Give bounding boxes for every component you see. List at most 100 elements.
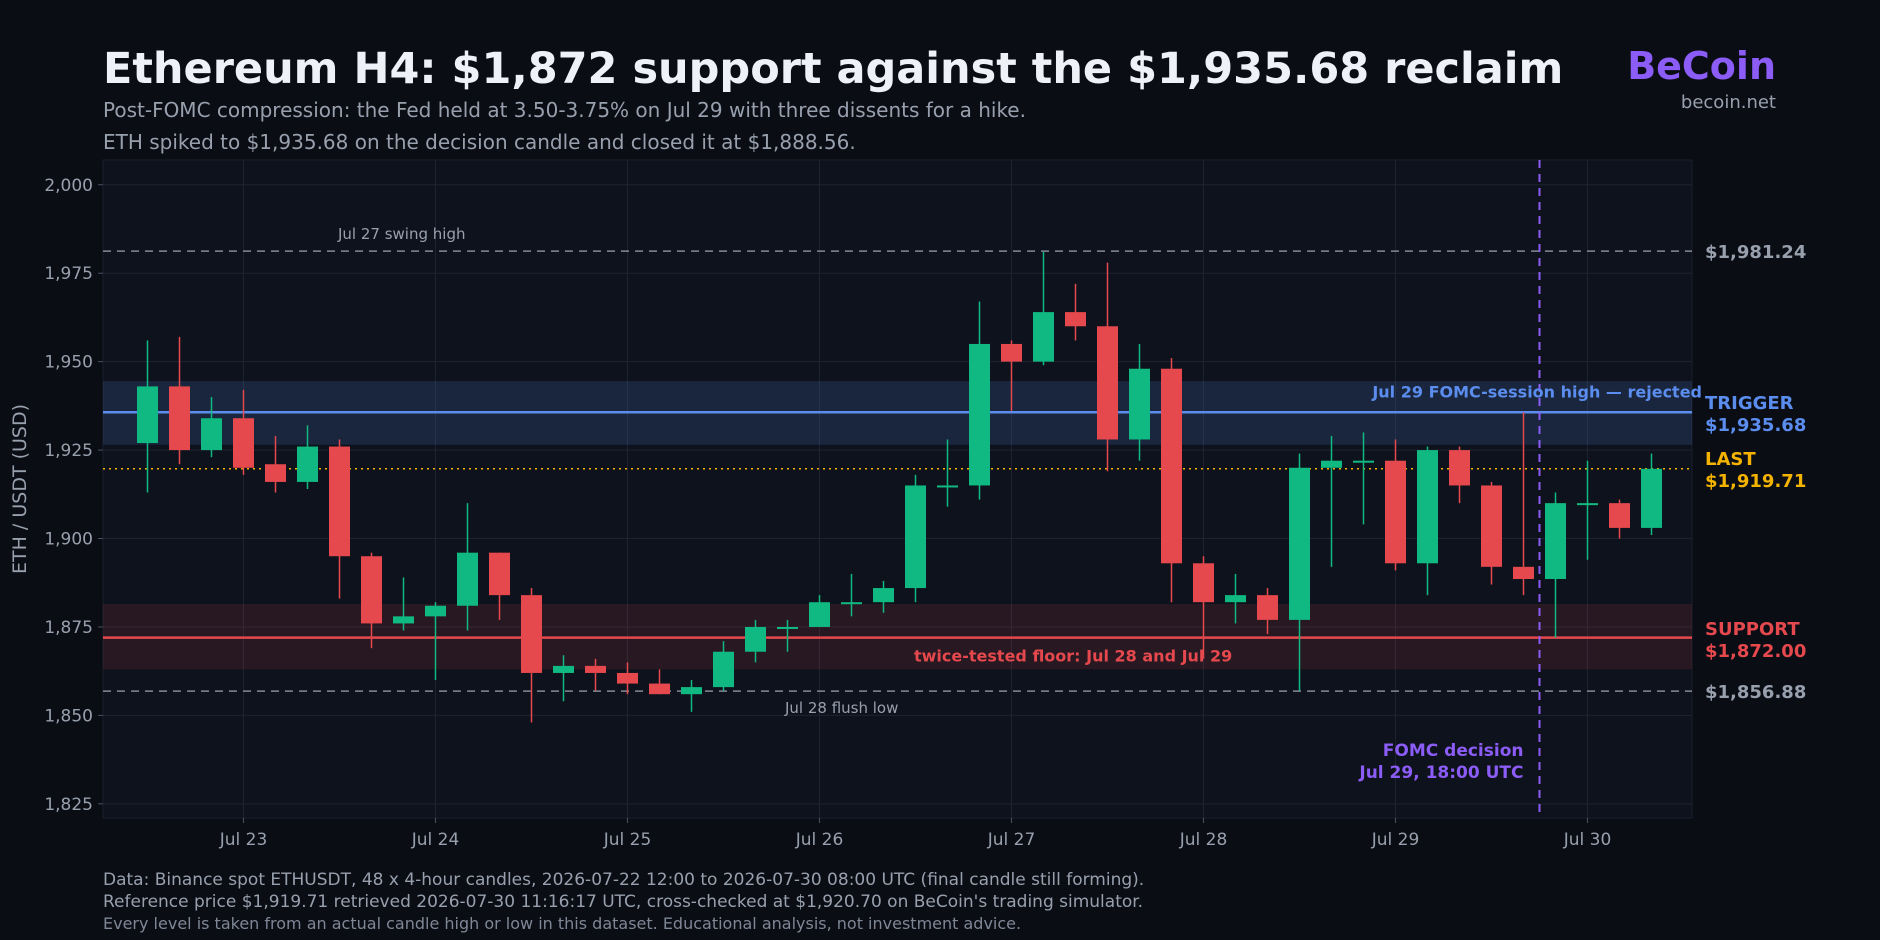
candle: [169, 336, 190, 465]
candle-body: [361, 556, 382, 624]
candle-body: [1161, 368, 1182, 564]
candle-body: [1513, 566, 1534, 579]
x-tick-label: Jul 28: [1179, 830, 1228, 850]
candle-body: [329, 446, 350, 557]
candle-body: [1417, 450, 1438, 564]
level-tags: $1,981.24 TRIGGER$1,935.68 LAST$1,919.71 SU…: [1705, 242, 1806, 703]
candle-body: [681, 687, 702, 695]
candle-body: [745, 626, 766, 652]
brand-logo: BeCoin: [1627, 44, 1776, 88]
candle: [425, 602, 446, 681]
candle: [1417, 446, 1438, 596]
candle: [1257, 588, 1278, 635]
candle-body: [1065, 312, 1086, 327]
flush-low-price-label: $1,856.88: [1705, 682, 1806, 703]
candle: [873, 580, 894, 613]
trigger-note: Jul 29 FOMC-session high — rejected: [1371, 382, 1702, 401]
candle-body: [1225, 595, 1246, 603]
candle-body: [1289, 467, 1310, 620]
y-tick-label: 1,975: [44, 264, 93, 284]
candle: [1001, 340, 1022, 412]
x-tick-label: Jul 23: [219, 830, 268, 850]
candle: [841, 573, 862, 617]
candle: [1641, 453, 1662, 535]
candle-body: [1641, 468, 1662, 528]
y-tick-label: 1,850: [44, 706, 93, 726]
candle-body: [777, 626, 798, 629]
candle: [1449, 446, 1470, 504]
candle-body: [1001, 343, 1022, 362]
y-axis-label: ETH / USDT (USD): [9, 404, 31, 574]
candle-body: [1609, 503, 1630, 528]
candles: [137, 251, 1662, 723]
candle: [937, 439, 958, 507]
footer-reference-price: Reference price $1,919.71 retrieved 2026…: [103, 892, 1144, 912]
candle-body: [297, 446, 318, 482]
y-tick-label: 1,875: [44, 618, 93, 638]
support-note: twice-tested floor: Jul 28 and Jul 29: [914, 647, 1232, 666]
y-tick-label: 1,900: [44, 530, 93, 550]
footer-data-source: Data: Binance spot ETHUSDT, 48 x 4-hour …: [103, 870, 1145, 890]
support-price-label: $1,872.00: [1705, 641, 1806, 662]
candle-body: [1129, 368, 1150, 440]
candle: [297, 425, 318, 489]
x-tick-label: Jul 24: [411, 830, 460, 850]
candle: [1513, 412, 1534, 596]
candle: [713, 641, 734, 691]
candle-body: [201, 418, 222, 451]
chart-subtitle-line1: Post-FOMC compression: the Fed held at 3…: [103, 98, 1026, 122]
brand-url: becoin.net: [1680, 92, 1776, 113]
last-price-label: $1,919.71: [1705, 471, 1806, 492]
chart-subtitle-line2: ETH spiked to $1,935.68 on the decision …: [103, 130, 856, 154]
candle: [1609, 499, 1630, 539]
candlestick-chart: 1,825 1,850 1,875 1,900 1,925 1,950 1,975 2,000…: [9, 159, 1806, 850]
candle-body: [457, 552, 478, 606]
candle: [617, 662, 638, 695]
candle: [1545, 492, 1566, 638]
candle: [1481, 481, 1502, 585]
candle-body: [1449, 450, 1470, 486]
candle: [1225, 573, 1246, 624]
x-tick-label: Jul 30: [1563, 830, 1612, 850]
candle-body: [1577, 503, 1598, 506]
level-lines: [103, 160, 1692, 818]
candle-body: [425, 605, 446, 617]
candle: [489, 552, 510, 620]
annotations: Jul 27 swing high Jul 28 flush low Jul 29 …: [337, 225, 1702, 783]
candle-body: [585, 665, 606, 673]
candle: [1129, 343, 1150, 461]
chart-title: Ethereum H4: $1,872 support against the …: [103, 44, 1564, 94]
candle: [1577, 460, 1598, 560]
axes: 1,825 1,850 1,875 1,900 1,925 1,950 1,975 2,000…: [9, 176, 1611, 850]
swing-high-price-label: $1,981.24: [1705, 242, 1806, 263]
candle: [201, 397, 222, 458]
candle-body: [489, 552, 510, 596]
candle: [137, 340, 158, 493]
trigger-price-label: $1,935.68: [1705, 415, 1806, 436]
candle-body: [553, 665, 574, 673]
candle-body: [169, 386, 190, 451]
x-tick-label: Jul 26: [795, 830, 844, 850]
candle-body: [937, 485, 958, 488]
candle-body: [841, 602, 862, 605]
candle-body: [1321, 460, 1342, 468]
candle-body: [233, 418, 254, 468]
candle-body: [1545, 503, 1566, 579]
candle-body: [873, 588, 894, 603]
candle-body: [521, 595, 542, 673]
candle: [361, 552, 382, 649]
candle: [905, 474, 926, 603]
x-tick-label: Jul 27: [987, 830, 1036, 850]
candle-body: [1481, 485, 1502, 567]
candle-body: [617, 672, 638, 684]
y-tick-label: 1,825: [44, 795, 93, 815]
candle-body: [1257, 595, 1278, 620]
candle: [681, 680, 702, 712]
candle: [1065, 283, 1086, 341]
candle-body: [265, 464, 286, 482]
candle-body: [137, 386, 158, 444]
footer-disclaimer: Every level is taken from an actual cand…: [103, 914, 1022, 933]
fomc-note-line2: Jul 29, 18:00 UTC: [1358, 763, 1523, 783]
trigger-tag: TRIGGER: [1705, 393, 1794, 414]
candle-body: [1353, 460, 1374, 463]
